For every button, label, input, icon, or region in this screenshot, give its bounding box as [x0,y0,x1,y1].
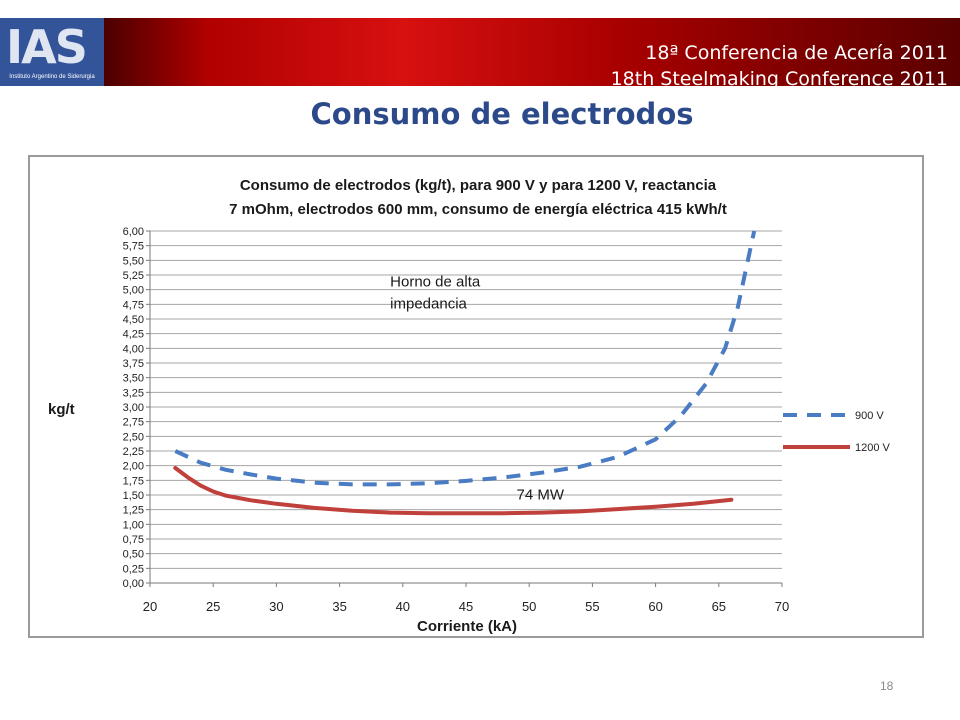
x-tick-label: 30 [269,599,283,614]
conference-title-en: 18th Steelmaking Conference 2011 [610,68,948,90]
y-tick-label: 4,00 [123,343,144,355]
y-tick-label: 2,50 [123,431,144,443]
x-tick-label: 70 [775,599,789,614]
y-tick-label: 5,00 [123,285,144,297]
x-tick-label: 25 [206,599,220,614]
legend-label-900v: 900 V [855,410,884,422]
y-tick-label: 5,50 [123,255,144,267]
y-tick-label: 3,25 [123,387,144,399]
y-tick-label: 2,25 [123,446,144,458]
y-tick-label: 0,00 [123,578,144,590]
page-title: Consumo de electrodos [310,97,694,131]
x-tick-label: 35 [332,599,346,614]
x-tick-label: 65 [712,599,726,614]
y-tick-label: 6,00 [123,226,144,238]
y-tick-label: 4,75 [123,299,144,311]
x-tick-label: 60 [648,599,662,614]
page-number: 18 [880,679,894,693]
logo-text: IAS [6,20,88,74]
y-tick-label: 1,75 [123,475,144,487]
electrode-consumption-chart: 0,00 0,25 0,50 0,75 1,00 1,25 1,50 1,75 2,00 2,25… [48,177,891,635]
chart-title-line-2: 7 mOhm, electrodos 600 mm, consumo de en… [229,201,727,218]
conference-band: 18ª Conferencia de Acería 2011 18th Stee… [104,18,960,90]
chart-annotation-furnace: Horno de alta impedancia [390,274,481,313]
y-tick-label: 5,25 [123,270,144,282]
chart-frame: 0,00 0,25 0,50 0,75 1,00 1,25 1,50 1,75 2,00 2,25… [28,155,924,638]
header-banner: IAS Instituto Argentino de Siderurgia 18… [0,0,960,90]
y-tick-label: 0,25 [123,563,144,575]
legend-label-1200v: 1200 V [855,442,891,454]
y-axis-label: kg/t [48,401,75,418]
chart-title-line-1: Consumo de electrodos (kg/t), para 900 V… [240,177,717,194]
y-tick-label: 2,00 [123,461,144,473]
series-line-1200v [173,466,734,516]
x-tick-label: 50 [522,599,536,614]
y-tick-label: 4,50 [123,314,144,326]
x-tick-label: 40 [396,599,410,614]
series-line-900v [174,230,757,487]
y-tick-label: 2,75 [123,417,144,429]
y-tick-label: 0,50 [123,549,144,561]
x-tick-label: 20 [143,599,157,614]
x-axis-label: Corriente (kA) [417,618,517,635]
y-tick-label: 1,00 [123,519,144,531]
y-tick-label: 3,50 [123,373,144,385]
y-tick-label: 1,25 [123,505,144,517]
logo-subtitle: Instituto Argentino de Siderurgia [9,74,95,80]
ias-logo: IAS Instituto Argentino de Siderurgia [0,18,104,86]
conference-title-es: 18ª Conferencia de Acería 2011 [645,42,948,64]
y-tick-label: 1,50 [123,490,144,502]
y-tick-label: 4,25 [123,329,144,341]
y-tick-label: 0,75 [123,534,144,546]
y-tick-label: 3,75 [123,358,144,370]
chart-annotation-power: 74 MW [517,487,565,504]
x-tick-label: 55 [585,599,599,614]
y-tick-label: 5,75 [123,241,144,253]
x-tick-label: 45 [459,599,473,614]
y-tick-label: 3,00 [123,402,144,414]
